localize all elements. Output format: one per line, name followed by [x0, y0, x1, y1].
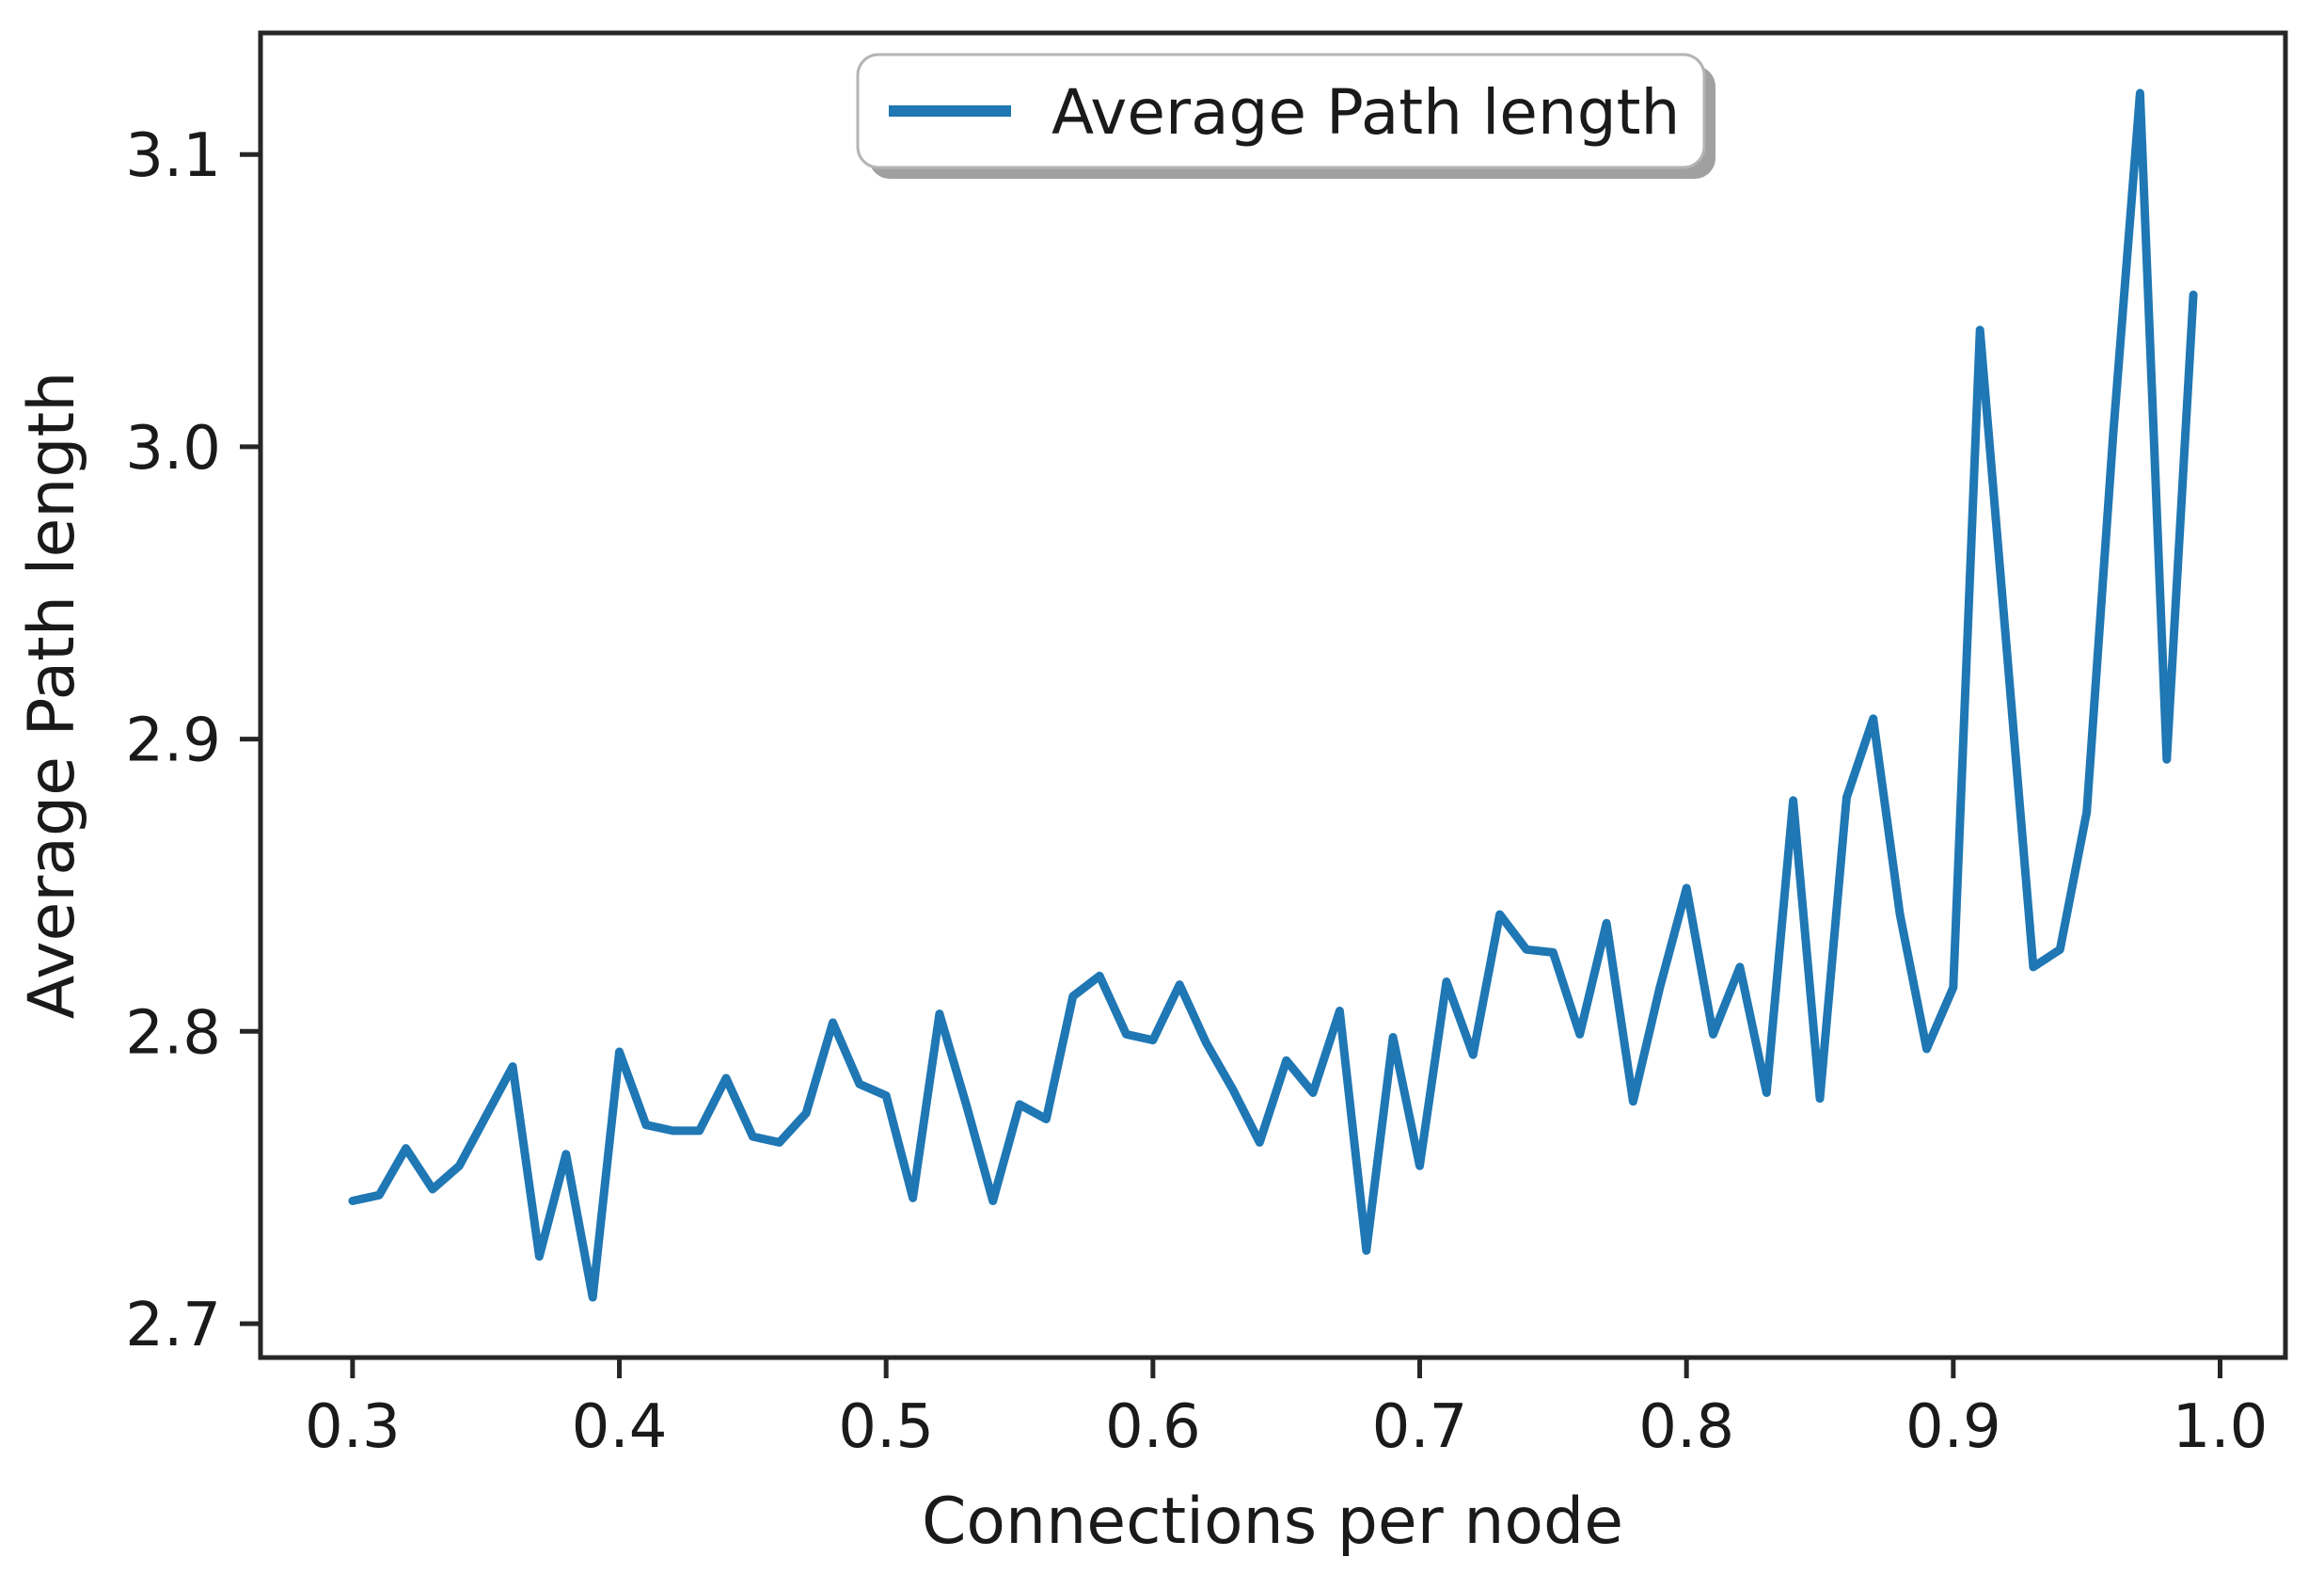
y-tick-label: 3.0: [125, 414, 221, 484]
x-axis-ticks: 0.3 0.4 0.5 0.6 0.7 0.8 0.9 1.0: [305, 1358, 2268, 1462]
x-tick-label: 0.5: [838, 1392, 934, 1462]
legend-label: Average Path length: [1051, 76, 1680, 149]
x-tick-label: 0.7: [1372, 1392, 1468, 1462]
y-tick-label: 2.7: [125, 1291, 221, 1360]
legend: Average Path length: [856, 53, 1715, 179]
x-tick-label: 0.8: [1638, 1392, 1734, 1462]
x-tick-label: 0.4: [572, 1392, 668, 1462]
y-tick-label: 2.9: [125, 707, 221, 776]
y-axis-title: Average Path length: [15, 372, 89, 1020]
x-tick-label: 0.9: [1905, 1392, 2001, 1462]
x-tick-label: 1.0: [2173, 1392, 2269, 1462]
y-axis-ticks: 2.7 2.8 2.9 3.0 3.1: [125, 121, 261, 1360]
data-line: [348, 88, 2198, 1302]
x-tick-label: 0.3: [305, 1392, 401, 1462]
legend-box: [856, 53, 1706, 169]
x-axis-title: Connections per node: [922, 1485, 1623, 1559]
y-tick-label: 3.1: [125, 121, 221, 191]
x-tick-label: 0.6: [1105, 1392, 1201, 1462]
y-tick-label: 2.8: [125, 998, 221, 1068]
plot-area-frame: [258, 30, 2288, 1360]
data-series: [348, 88, 2198, 1302]
